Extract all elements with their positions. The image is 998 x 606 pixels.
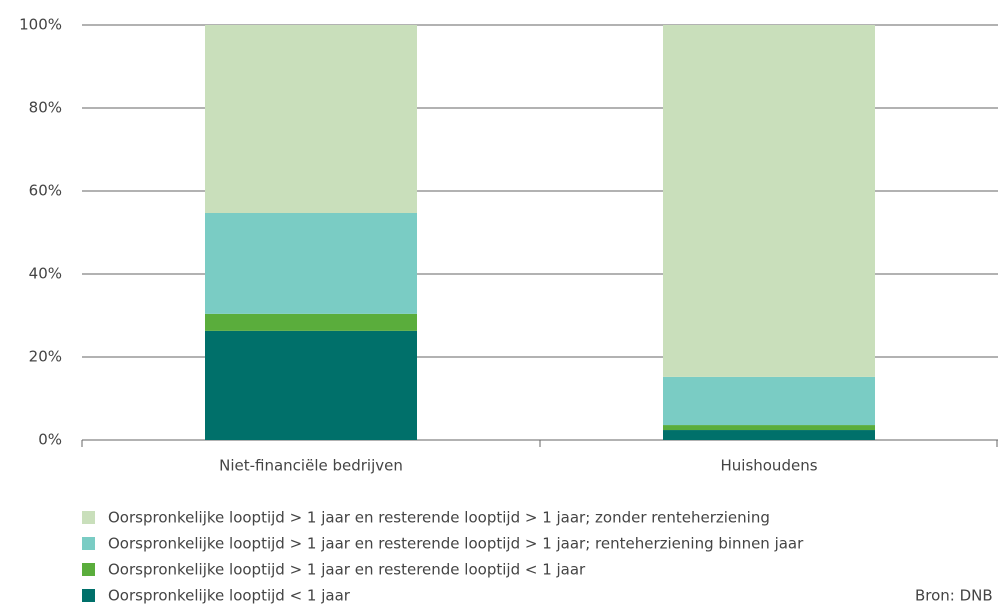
legend-label: Oorspronkelijke looptijd > 1 jaar en res… <box>108 509 770 527</box>
y-tick-label: 40% <box>29 265 62 283</box>
bar-segment <box>663 425 875 431</box>
legend-swatch <box>82 511 95 524</box>
bar-segment <box>205 212 417 314</box>
y-tick-label: 0% <box>38 431 62 449</box>
y-tick-label: 80% <box>29 99 62 117</box>
legend-swatch <box>82 589 95 602</box>
bar-segment <box>205 313 417 331</box>
y-tick-label: 100% <box>19 16 62 34</box>
legend-swatch <box>82 537 95 550</box>
legend-swatch <box>82 563 95 576</box>
bar-segment <box>205 330 417 440</box>
x-tick-label: Niet-financiële bedrijven <box>219 457 403 475</box>
y-tick-label: 20% <box>29 348 62 366</box>
bar-segment <box>205 25 417 213</box>
bar-segment <box>663 430 875 440</box>
bar-segment <box>663 25 875 377</box>
y-tick-label: 60% <box>29 182 62 200</box>
bar-segment <box>663 376 875 426</box>
legend-label: Oorspronkelijke looptijd < 1 jaar <box>108 587 351 605</box>
x-tick-label: Huishoudens <box>720 457 817 475</box>
legend-label: Oorspronkelijke looptijd > 1 jaar en res… <box>108 535 804 553</box>
source: Bron: DNB <box>915 587 993 605</box>
legend-label: Oorspronkelijke looptijd > 1 jaar en res… <box>108 561 586 579</box>
